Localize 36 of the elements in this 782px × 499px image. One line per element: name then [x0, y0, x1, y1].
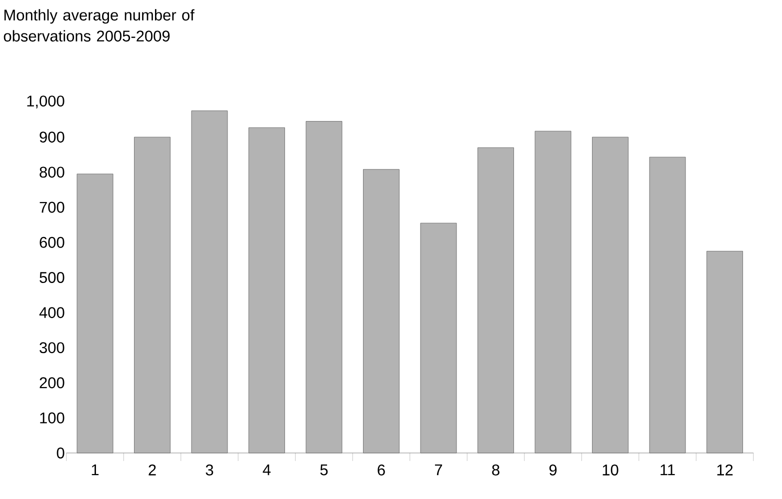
y-tick-label: 0: [56, 447, 64, 458]
x-tick-label: 6: [378, 464, 385, 476]
x-tick-label: 11: [660, 464, 675, 476]
x-tick-label: 4: [262, 464, 271, 476]
bar: [534, 130, 572, 454]
bar: [592, 136, 628, 454]
bar: [649, 156, 686, 454]
x-tick-label: 9: [549, 464, 557, 476]
y-tick-label: 400: [39, 307, 64, 318]
chart-title: Monthly average number of observations 2005-2009: [4, 9, 194, 42]
bar: [420, 222, 457, 454]
x-tick-label: 3: [206, 464, 214, 476]
bar: [76, 174, 114, 454]
x-tick-label: 8: [492, 464, 500, 476]
y-tick-label: 300: [40, 342, 64, 354]
x-tick-label: 1: [92, 464, 99, 476]
y-tick-label: 900: [40, 132, 64, 143]
x-tick-label: 7: [434, 464, 442, 476]
y-tick-label: 200: [40, 377, 64, 388]
y-tick-label: 1,000: [27, 96, 64, 108]
y-tick-label: 100: [40, 412, 64, 424]
y-tick-label: 800: [40, 166, 64, 178]
y-tick-label: 600: [40, 236, 64, 248]
bar: [706, 250, 743, 454]
y-tick-label: 700: [40, 202, 64, 213]
bar: [191, 110, 228, 454]
x-tick-label: 5: [320, 464, 328, 476]
x-tick-label: 12: [717, 464, 733, 476]
bar: [363, 169, 400, 454]
x-tick-label: 10: [602, 464, 618, 476]
bar: [248, 127, 285, 454]
x-tick-label: 2: [148, 464, 156, 476]
bar: [478, 147, 514, 454]
y-tick-label: 500: [40, 272, 64, 283]
bar: [306, 121, 342, 454]
bar: [134, 136, 170, 454]
